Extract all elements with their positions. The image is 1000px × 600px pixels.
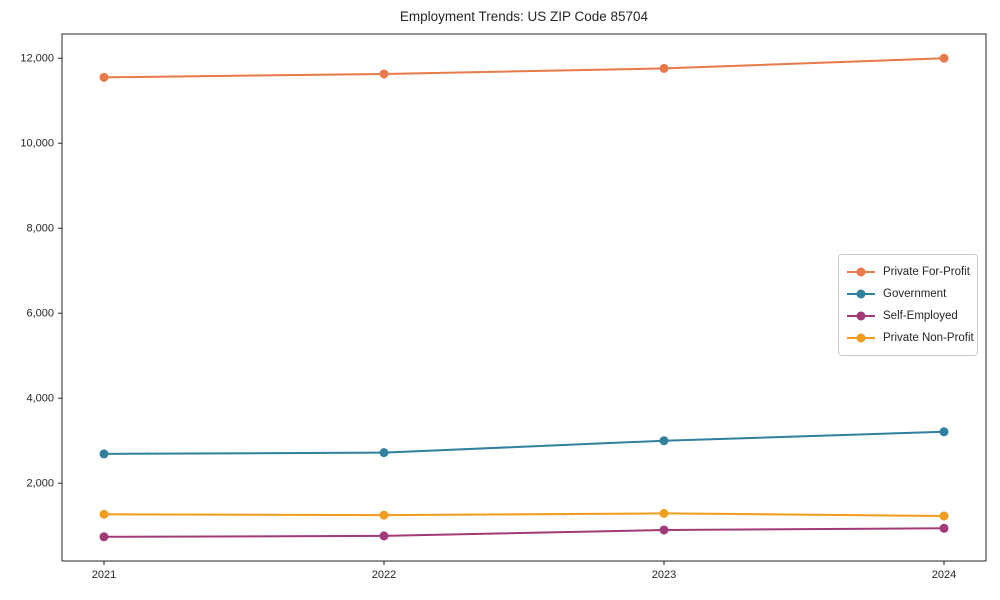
- data-point-marker: [379, 69, 389, 79]
- legend-line-marker-icon: [847, 333, 875, 343]
- y-axis-tick-label: 12,000: [20, 53, 54, 65]
- plot-border: [61, 33, 987, 562]
- data-point-marker: [99, 449, 109, 459]
- legend-item: Self-Employed: [847, 305, 969, 327]
- x-axis-tick-label: 2021: [92, 569, 116, 581]
- legend-label: Government: [883, 288, 947, 300]
- legend-label: Private For-Profit: [883, 266, 970, 278]
- series-line-private-for-profit: [103, 57, 945, 79]
- data-point-marker: [939, 427, 949, 437]
- legend: Private For-Profit Government Self-Employe…: [838, 254, 978, 356]
- y-axis-tick-label: 2,000: [26, 478, 54, 490]
- series-line-private-non-profit: [103, 512, 945, 517]
- legend-line-marker-icon: [847, 311, 875, 321]
- y-axis-tick-label: 8,000: [26, 223, 54, 235]
- x-axis-tick-label: 2022: [372, 569, 396, 581]
- y-axis-tick-label: 6,000: [26, 308, 54, 320]
- data-point-marker: [939, 53, 949, 63]
- data-point-marker: [99, 509, 109, 519]
- legend-item: Government: [847, 283, 969, 305]
- legend-line-marker-icon: [847, 267, 875, 277]
- data-point-marker: [659, 525, 669, 535]
- data-point-marker: [99, 72, 109, 82]
- data-point-marker: [659, 436, 669, 446]
- y-axis-tick-label: 4,000: [26, 393, 54, 405]
- data-point-marker: [379, 510, 389, 520]
- series-line-government: [103, 430, 945, 455]
- legend-label: Private Non-Profit: [883, 332, 974, 344]
- legend-dot-icon: [856, 289, 866, 299]
- data-point-marker: [379, 531, 389, 541]
- x-axis-tick-label: 2024: [932, 569, 956, 581]
- legend-dot-icon: [856, 267, 866, 277]
- legend-dot-icon: [856, 333, 866, 343]
- chart-title: Employment Trends: US ZIP Code 85704: [399, 9, 649, 24]
- series-line-self-employed: [103, 527, 945, 538]
- legend-line-marker-icon: [847, 289, 875, 299]
- x-axis-tick-label: 2023: [652, 569, 676, 581]
- data-point-marker: [939, 523, 949, 533]
- data-point-marker: [939, 511, 949, 521]
- legend-label: Self-Employed: [883, 310, 958, 322]
- data-point-marker: [659, 508, 669, 518]
- data-point-marker: [99, 532, 109, 542]
- legend-item: Private For-Profit: [847, 261, 970, 283]
- data-point-marker: [379, 448, 389, 458]
- legend-item: Private Non-Profit: [847, 327, 974, 349]
- legend-dot-icon: [856, 311, 866, 321]
- y-axis-tick-label: 10,000: [20, 138, 54, 150]
- data-point-marker: [659, 63, 669, 73]
